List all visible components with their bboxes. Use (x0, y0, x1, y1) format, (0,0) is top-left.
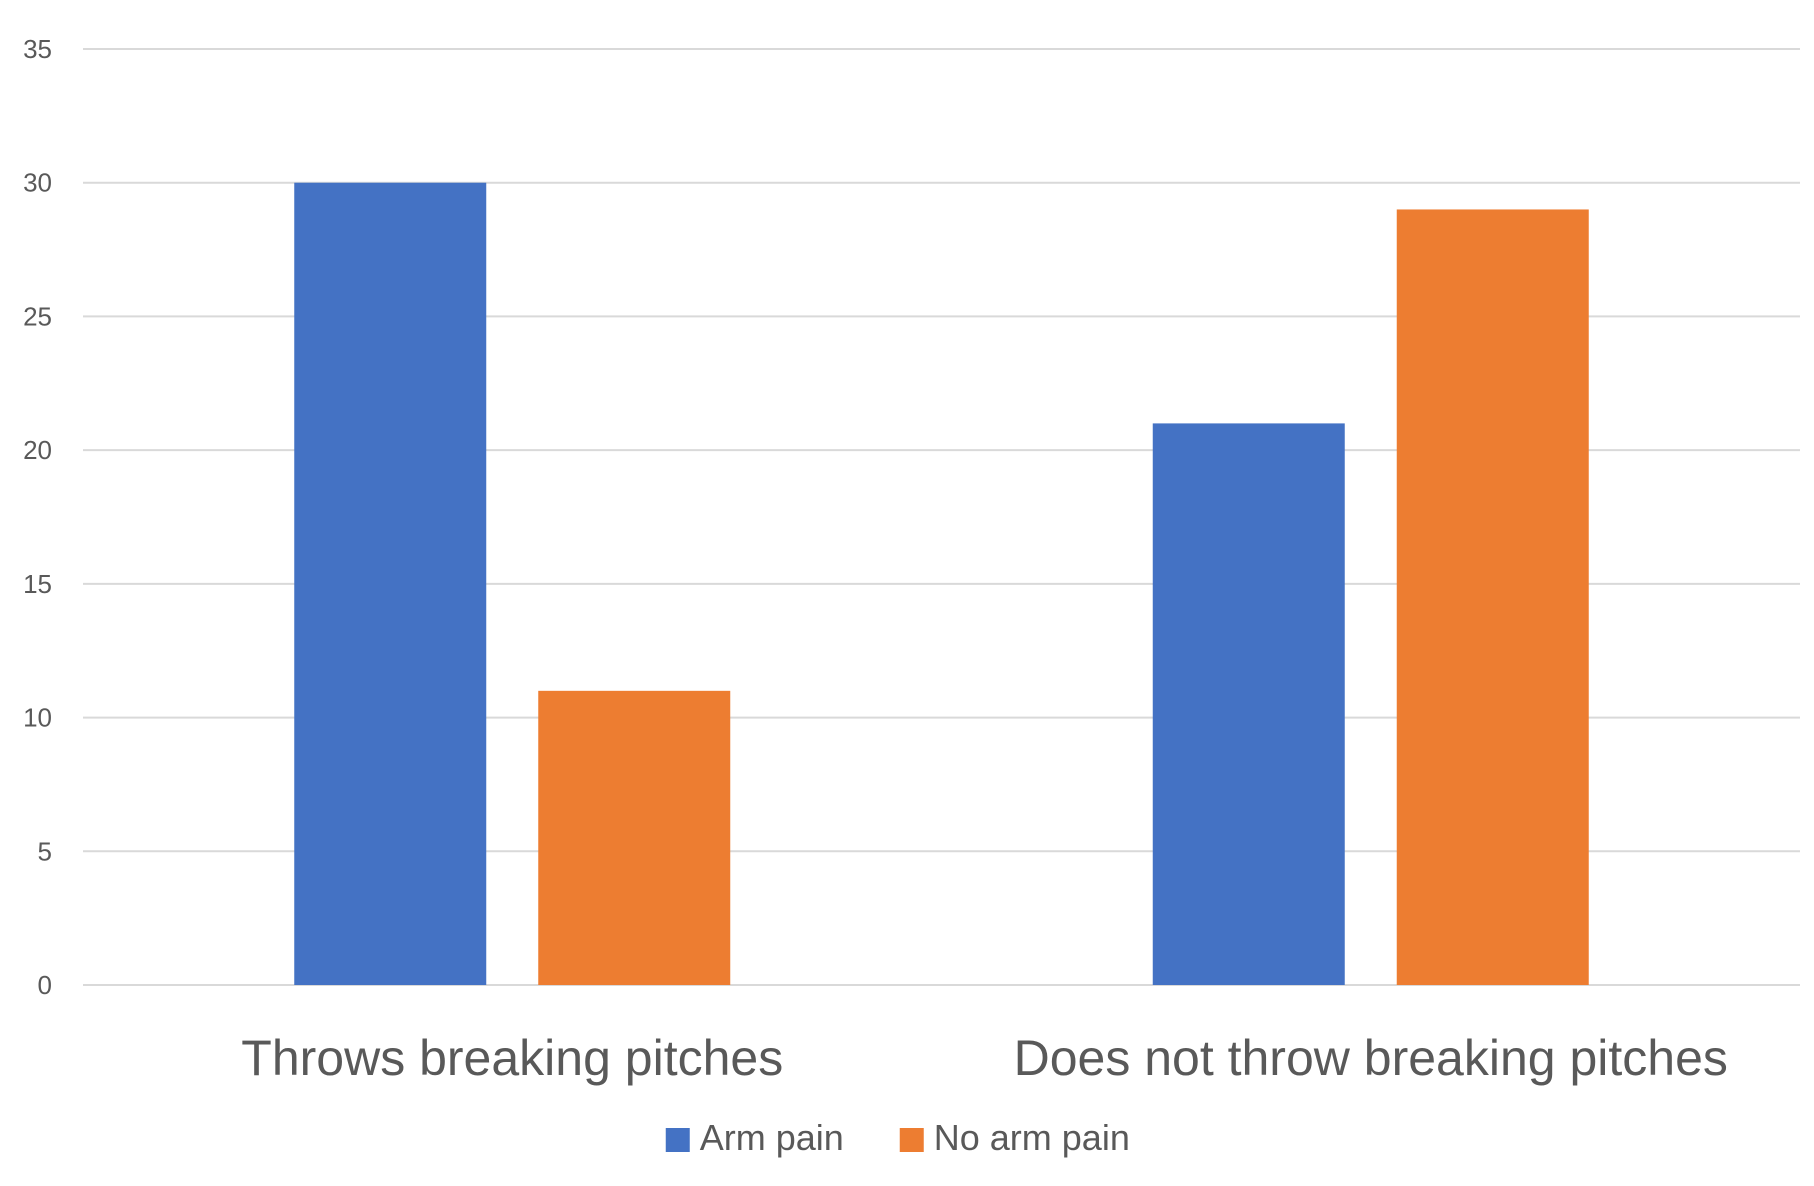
bar-arm-pain (1152, 423, 1345, 985)
legend-swatch-arm-pain (665, 1128, 690, 1152)
bar-no-arm-pain (538, 690, 731, 985)
legend-label: Arm pain (700, 1117, 844, 1158)
y-tick-label: 10 (23, 703, 52, 733)
x-category-label: Throws breaking pitches (241, 1030, 783, 1086)
y-tick-label: 25 (23, 301, 52, 331)
y-tick-label: 5 (38, 836, 52, 866)
y-axis-tick-labels: 0 5 10 15 20 25 30 35 (23, 34, 52, 1000)
y-tick-label: 35 (23, 34, 52, 64)
bar-arm-pain (294, 182, 487, 985)
bars (294, 182, 1589, 985)
x-category-label: Does not throw breaking pitches (1014, 1030, 1728, 1086)
y-tick-label: 0 (38, 970, 52, 1000)
y-tick-label: 15 (23, 569, 52, 599)
y-tick-label: 20 (23, 435, 52, 465)
legend: Arm pain No arm pain (665, 1117, 1130, 1158)
x-axis-category-labels: Throws breaking pitches Does not throw br… (241, 1030, 1728, 1086)
legend-label: No arm pain (934, 1117, 1130, 1158)
bar-no-arm-pain (1396, 209, 1589, 985)
legend-swatch-no-arm-pain (899, 1128, 924, 1152)
y-tick-label: 30 (23, 168, 52, 198)
